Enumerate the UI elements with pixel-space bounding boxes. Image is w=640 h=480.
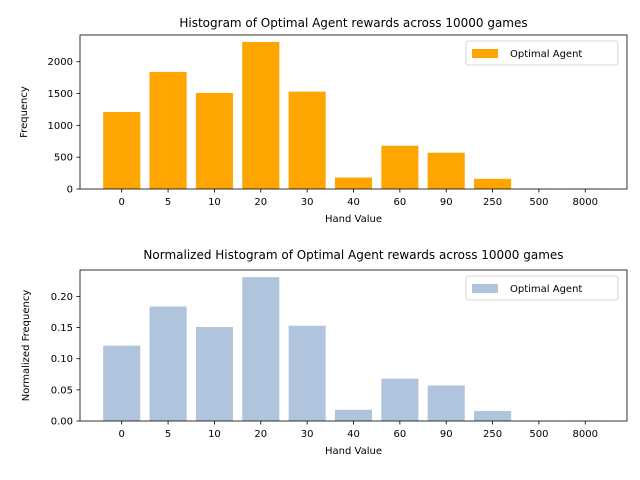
x-tick-label: 30 — [301, 197, 314, 208]
chart-title: Histogram of Optimal Agent rewards acros… — [179, 16, 527, 30]
bar-5 — [149, 71, 187, 189]
legend-box — [465, 40, 619, 66]
bar-40 — [334, 409, 373, 421]
x-tick-label: 8000 — [573, 197, 598, 208]
x-tick-label: 90 — [440, 197, 453, 208]
bar-20 — [242, 277, 280, 421]
y-tick-label: 0.05 — [51, 385, 73, 396]
bar-10 — [195, 92, 233, 189]
bar-5 — [149, 306, 187, 421]
y-axis-label: Normalized Frequency — [21, 290, 32, 402]
x-tick-label: 250 — [483, 197, 502, 208]
chart-panel-2: 0 5 10 20 30 40 60 90 250 500 8000 0.00 0.05 0.10 0.15… — [21, 248, 628, 457]
chart-panel-1: 0 5 10 20 30 40 60 90 250 500 8000 0 500 1000 1500 2000… — [19, 16, 628, 225]
x-tick-label: 5 — [165, 429, 171, 440]
y-tick-label: 0.00 — [51, 417, 73, 428]
legend-box — [465, 275, 619, 301]
legend-label: Optimal Agent — [510, 49, 582, 60]
bar-30 — [288, 325, 326, 421]
bar-0 — [103, 345, 141, 421]
bar-10 — [195, 326, 233, 421]
y-tick-label: 0 — [67, 185, 73, 196]
bar-20 — [242, 42, 280, 189]
x-tick-label: 0 — [119, 429, 125, 440]
legend-swatch — [472, 284, 498, 293]
x-tick-label: 20 — [254, 197, 267, 208]
bar-60 — [381, 378, 419, 421]
bar-40 — [334, 177, 373, 189]
x-tick-label: 0 — [119, 197, 125, 208]
y-axis-label: Frequency — [19, 86, 30, 138]
y-tick-label: 2000 — [48, 57, 73, 68]
bar-60 — [381, 145, 419, 189]
x-tick-label: 30 — [301, 429, 314, 440]
bar-0 — [103, 112, 141, 189]
x-axis-label: Hand Value — [325, 446, 382, 457]
x-tick-label: 8000 — [573, 429, 598, 440]
legend: Optimal Agent — [465, 275, 619, 301]
x-tick-label: 500 — [529, 429, 548, 440]
y-tick-label: 0.20 — [51, 292, 73, 303]
y-tick-label: 500 — [54, 153, 73, 164]
x-tick-label: 60 — [393, 197, 406, 208]
legend-swatch — [472, 49, 498, 58]
x-tick-label: 60 — [393, 429, 406, 440]
bar-250 — [474, 411, 512, 421]
x-tick-label: 5 — [165, 197, 171, 208]
y-tick-label: 0.15 — [51, 323, 73, 334]
legend-label: Optimal Agent — [510, 284, 582, 295]
bar-30 — [288, 91, 326, 189]
y-tick-label: 1500 — [48, 89, 73, 100]
bar-250 — [474, 178, 512, 189]
x-tick-label: 40 — [347, 197, 360, 208]
bar-90 — [427, 152, 465, 189]
x-axis-label: Hand Value — [325, 214, 382, 225]
chart-title: Normalized Histogram of Optimal Agent re… — [143, 248, 563, 262]
legend: Optimal Agent — [465, 40, 619, 66]
y-tick-label: 1000 — [48, 121, 73, 132]
bar-90 — [427, 385, 465, 421]
x-tick-label: 10 — [208, 197, 221, 208]
x-tick-label: 40 — [347, 429, 360, 440]
x-tick-label: 10 — [208, 429, 221, 440]
y-tick-label: 0.10 — [51, 354, 73, 365]
x-tick-label: 90 — [440, 429, 453, 440]
x-tick-label: 500 — [529, 197, 548, 208]
x-tick-label: 20 — [254, 429, 267, 440]
x-tick-label: 250 — [483, 429, 502, 440]
